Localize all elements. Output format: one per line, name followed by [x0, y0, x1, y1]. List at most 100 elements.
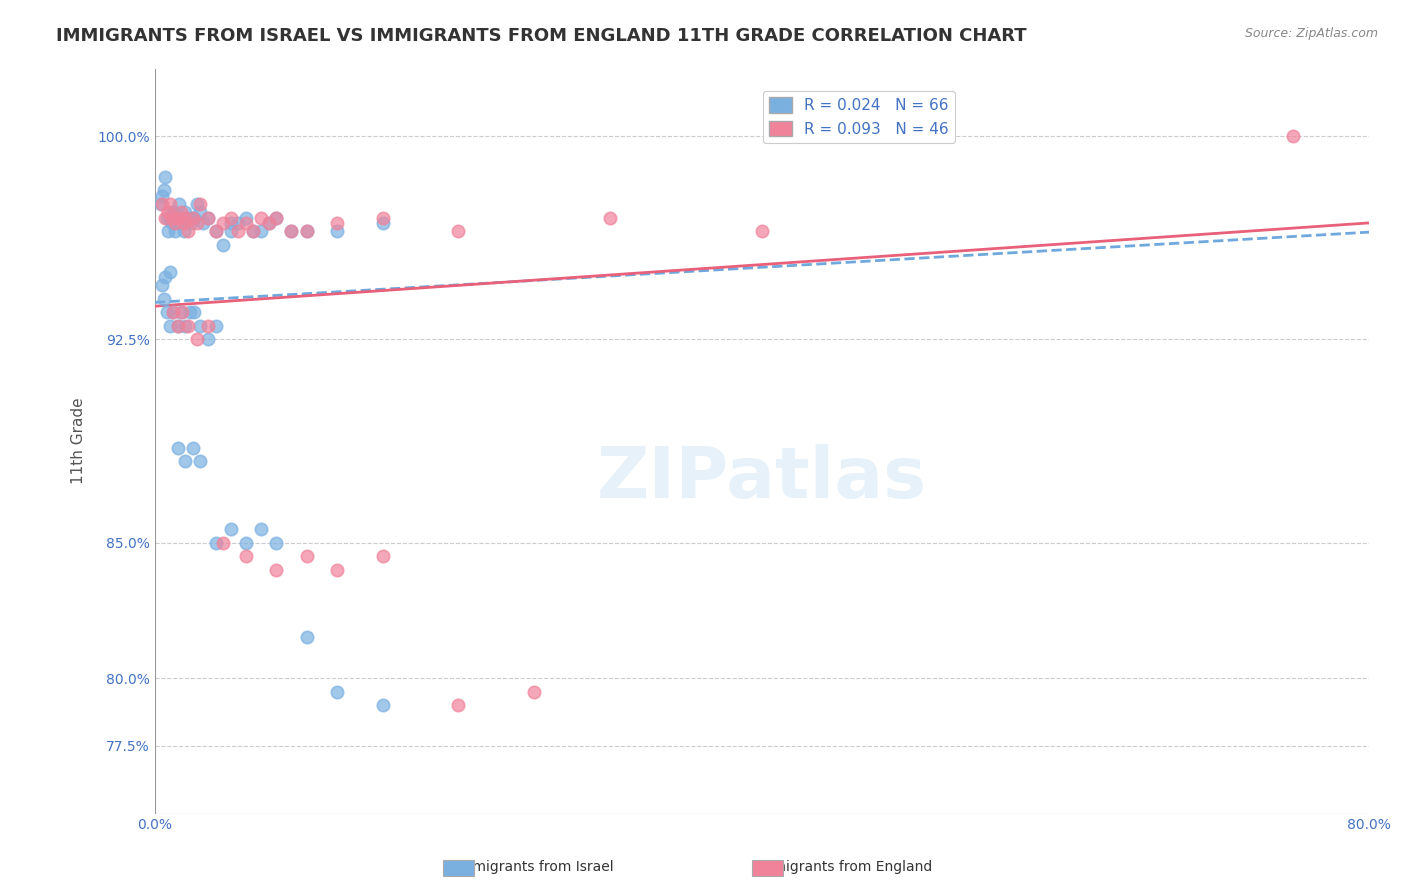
Point [152, 189, 174, 203]
Point [197, 318, 219, 333]
Point [152, 278, 174, 293]
Point [226, 216, 249, 230]
Point [181, 441, 204, 455]
Point [264, 563, 287, 577]
Point [174, 211, 197, 225]
Point [242, 224, 264, 238]
Point [159, 211, 181, 225]
Point [166, 211, 188, 225]
Point [181, 211, 204, 225]
Point [186, 197, 208, 211]
Text: Source: ZipAtlas.com: Source: ZipAtlas.com [1244, 27, 1378, 40]
Point [162, 305, 184, 319]
Point [197, 211, 219, 225]
Text: ZIPatlas: ZIPatlas [598, 444, 927, 513]
Point [371, 211, 394, 225]
Point [280, 224, 302, 238]
Point [226, 224, 249, 238]
Point [447, 224, 470, 238]
Point [295, 549, 318, 564]
Point [193, 216, 215, 230]
Point [751, 224, 773, 238]
Point [179, 305, 201, 319]
Point [204, 224, 226, 238]
Point [250, 211, 273, 225]
Point [599, 211, 621, 225]
Point [219, 224, 242, 238]
Point [153, 183, 176, 197]
Point [166, 318, 188, 333]
Point [165, 211, 187, 225]
Point [197, 333, 219, 347]
Point [371, 216, 394, 230]
Point [155, 211, 177, 225]
Point [186, 333, 208, 347]
Point [173, 224, 195, 238]
Point [174, 205, 197, 219]
Point [149, 197, 172, 211]
Point [177, 318, 200, 333]
Point [212, 535, 235, 549]
Point [157, 205, 180, 219]
Point [155, 270, 177, 285]
Point [163, 224, 186, 238]
Point [204, 535, 226, 549]
Point [156, 211, 179, 225]
Text: Immigrants from Israel: Immigrants from Israel [456, 860, 613, 874]
Point [174, 454, 197, 468]
Point [190, 454, 212, 468]
Point [371, 698, 394, 713]
Point [212, 216, 235, 230]
Point [1282, 129, 1305, 144]
Point [173, 216, 195, 230]
Point [242, 224, 264, 238]
Point [204, 318, 226, 333]
Point [166, 441, 188, 455]
Point [162, 205, 184, 219]
Point [155, 169, 177, 184]
Point [190, 197, 212, 211]
Point [197, 211, 219, 225]
Point [169, 305, 191, 319]
Point [183, 305, 205, 319]
Point [326, 684, 349, 698]
Point [250, 224, 273, 238]
Point [204, 224, 226, 238]
Point [295, 224, 318, 238]
Point [219, 522, 242, 536]
Point [235, 211, 257, 225]
Point [172, 305, 194, 319]
Point [167, 197, 190, 211]
Point [264, 211, 287, 225]
Point [152, 197, 174, 211]
Point [180, 216, 202, 230]
Point [212, 237, 235, 252]
Point [162, 305, 184, 319]
Point [177, 224, 200, 238]
Text: Immigrants from England: Immigrants from England [755, 860, 932, 874]
Point [250, 522, 273, 536]
Point [326, 563, 349, 577]
Point [163, 216, 186, 230]
Legend: R = 0.024   N = 66, R = 0.093   N = 46: R = 0.024 N = 66, R = 0.093 N = 46 [763, 91, 955, 143]
Point [235, 216, 257, 230]
Point [235, 535, 257, 549]
Text: IMMIGRANTS FROM ISRAEL VS IMMIGRANTS FROM ENGLAND 11TH GRADE CORRELATION CHART: IMMIGRANTS FROM ISRAEL VS IMMIGRANTS FRO… [56, 27, 1026, 45]
Point [264, 211, 287, 225]
Point [190, 318, 212, 333]
Point [447, 698, 470, 713]
Point [169, 205, 191, 219]
Point [177, 211, 200, 225]
Point [181, 211, 204, 225]
Point [157, 224, 180, 238]
Point [257, 216, 280, 230]
Point [219, 211, 242, 225]
Point [295, 224, 318, 238]
Point [219, 216, 242, 230]
Point [172, 211, 194, 225]
Point [159, 197, 181, 211]
Point [156, 305, 179, 319]
Point [160, 216, 183, 230]
Point [159, 265, 181, 279]
Y-axis label: 11th Grade: 11th Grade [72, 398, 86, 484]
